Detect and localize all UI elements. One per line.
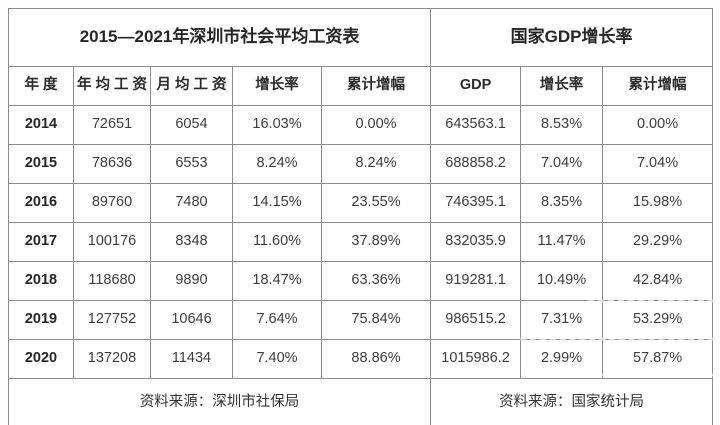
value-cell: 1015986.2 bbox=[430, 339, 522, 379]
title-row: 2015—2021年深圳市社会平均工资表 国家GDP增长率 bbox=[7, 8, 714, 67]
value-cell: 29.29% bbox=[602, 222, 714, 262]
value-cell: 0.00% bbox=[320, 105, 432, 145]
value-cell: 15.98% bbox=[602, 183, 714, 223]
value-cell: 9890 bbox=[150, 261, 233, 301]
table-row: 2014 72651 6054 16.03% 0.00% 643563.1 8.53% 0.0… bbox=[8, 105, 714, 145]
table-row: 2019 127752 10646 7.64% 75.84% 986515.2 7.31% 5… bbox=[8, 300, 714, 340]
value-cell: 89760 bbox=[73, 183, 151, 223]
column-header: 累计增幅 bbox=[602, 66, 714, 106]
source-row: 资料来源：深圳市社保局 资料来源：国家统计局 bbox=[7, 378, 714, 425]
value-cell: 919281.1 bbox=[430, 261, 522, 301]
column-header: 增长率 bbox=[232, 66, 322, 106]
value-cell: 986515.2 bbox=[430, 300, 522, 340]
column-header: 年 度 bbox=[8, 66, 74, 106]
year-cell: 2018 bbox=[8, 261, 74, 301]
value-cell: 643563.1 bbox=[430, 105, 522, 145]
value-cell: 8.35% bbox=[520, 183, 604, 223]
value-cell: 18.47% bbox=[232, 261, 322, 301]
value-cell: 53.29% bbox=[602, 300, 714, 340]
value-cell: 6054 bbox=[150, 105, 233, 145]
value-cell: 100176 bbox=[73, 222, 151, 262]
value-cell: 10646 bbox=[150, 300, 233, 340]
value-cell: 16.03% bbox=[232, 105, 322, 145]
value-cell: 7.40% bbox=[232, 339, 322, 379]
year-cell: 2015 bbox=[8, 144, 74, 184]
value-cell: 10.49% bbox=[520, 261, 604, 301]
left-table-title: 2015—2021年深圳市社会平均工资表 bbox=[7, 8, 432, 67]
value-cell: 688858.2 bbox=[430, 144, 522, 184]
year-cell: 2020 bbox=[8, 339, 74, 379]
year-cell: 2016 bbox=[8, 183, 74, 223]
table-row: 2015 78636 6553 8.24% 8.24% 688858.2 7.04% 7.04… bbox=[8, 144, 714, 184]
value-cell: 832035.9 bbox=[430, 222, 522, 262]
value-cell: 7480 bbox=[150, 183, 233, 223]
value-cell: 78636 bbox=[73, 144, 151, 184]
value-cell: 57.87% bbox=[602, 339, 714, 379]
column-header: 增长率 bbox=[520, 66, 604, 106]
right-table-title: 国家GDP增长率 bbox=[430, 8, 714, 67]
value-cell: 88.86% bbox=[320, 339, 432, 379]
value-cell: 23.55% bbox=[320, 183, 432, 223]
value-cell: 6553 bbox=[150, 144, 233, 184]
value-cell: 137208 bbox=[73, 339, 151, 379]
column-header: 年 均 工 资 bbox=[73, 66, 151, 106]
value-cell: 37.89% bbox=[320, 222, 432, 262]
value-cell: 75.84% bbox=[320, 300, 432, 340]
column-header: 月 均 工 资 bbox=[150, 66, 233, 106]
year-cell: 2014 bbox=[8, 105, 74, 145]
value-cell: 72651 bbox=[73, 105, 151, 145]
table-row: 2020 137208 11434 7.40% 88.86% 1015986.2 2.99%… bbox=[8, 339, 714, 379]
value-cell: 11434 bbox=[150, 339, 233, 379]
value-cell: 8.53% bbox=[520, 105, 604, 145]
value-cell: 2.99% bbox=[520, 339, 604, 379]
column-header: GDP bbox=[430, 66, 522, 106]
value-cell: 8.24% bbox=[320, 144, 432, 184]
year-cell: 2017 bbox=[8, 222, 74, 262]
value-cell: 42.84% bbox=[602, 261, 714, 301]
right-source-label: 资料来源：国家统计局 bbox=[430, 378, 714, 425]
column-header-row: 年 度年 均 工 资月 均 工 资增长率 累计增幅 GDP 增长率 累计增幅 bbox=[8, 66, 714, 106]
value-cell: 11.60% bbox=[232, 222, 322, 262]
value-cell: 118680 bbox=[73, 261, 151, 301]
table-row: 2017 100176 8348 11.60% 37.89% 832035.9 11.47%… bbox=[8, 222, 714, 262]
left-source-label: 资料来源：深圳市社保局 bbox=[7, 378, 432, 425]
value-cell: 8.24% bbox=[232, 144, 322, 184]
value-cell: 7.04% bbox=[602, 144, 714, 184]
table-row: 2018 118680 9890 18.47% 63.36% 919281.1 10.49%… bbox=[8, 261, 714, 301]
table-row: 2016 89760 7480 14.15% 23.55% 746395.1 8.35% 15… bbox=[8, 183, 714, 223]
wage-gdp-table: 2015—2021年深圳市社会平均工资表 国家GDP增长率 年 度年 均 工 资… bbox=[7, 8, 714, 425]
value-cell: 8348 bbox=[150, 222, 233, 262]
value-cell: 11.47% bbox=[520, 222, 604, 262]
column-header: 累计增幅 bbox=[320, 66, 432, 106]
value-cell: 127752 bbox=[73, 300, 151, 340]
value-cell: 0.00% bbox=[602, 105, 714, 145]
value-cell: 7.04% bbox=[520, 144, 604, 184]
value-cell: 7.31% bbox=[520, 300, 604, 340]
value-cell: 7.64% bbox=[232, 300, 322, 340]
value-cell: 14.15% bbox=[232, 183, 322, 223]
value-cell: 746395.1 bbox=[430, 183, 522, 223]
value-cell: 63.36% bbox=[320, 261, 432, 301]
year-cell: 2019 bbox=[8, 300, 74, 340]
